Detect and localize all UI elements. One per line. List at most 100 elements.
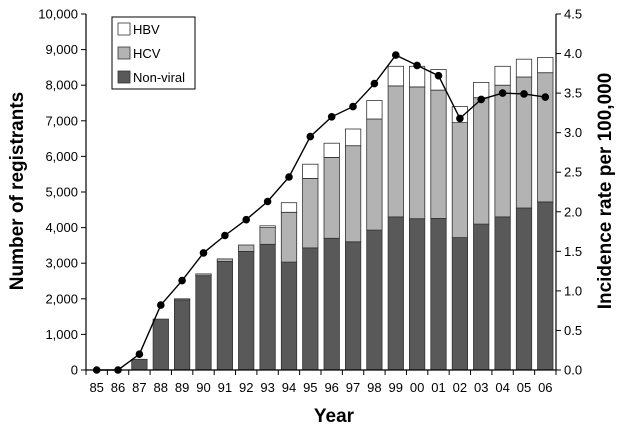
incidence-rate-point-90 bbox=[199, 249, 208, 257]
incidence-rate-point-91 bbox=[221, 231, 229, 240]
legend-label-hcv: HCV bbox=[133, 46, 161, 61]
incidence-rate-point-97 bbox=[349, 102, 357, 111]
y-axis-title: Number of registrants bbox=[7, 92, 28, 290]
incidence-rate-point-98 bbox=[370, 79, 379, 88]
x-tick-label: 02 bbox=[453, 380, 467, 395]
bar-non-viral-87 bbox=[131, 358, 148, 371]
incidence-rate-point-94 bbox=[285, 173, 293, 181]
incidence-rate-point-06 bbox=[541, 93, 550, 101]
incidence-rate-point-89 bbox=[178, 276, 186, 285]
bar-hcv-94 bbox=[280, 211, 298, 263]
bar-hcv-03 bbox=[473, 97, 490, 225]
bar-hbv-04 bbox=[494, 65, 511, 86]
y-tick-label: 9,000 bbox=[45, 42, 78, 57]
x-tick-label: 98 bbox=[367, 380, 381, 395]
x-tick-label: 90 bbox=[196, 380, 210, 395]
y-tick-label: 2,000 bbox=[45, 291, 78, 306]
bar-hbv-98 bbox=[366, 100, 383, 120]
y-tick-label: 4,000 bbox=[45, 220, 78, 235]
bar-hbv-00 bbox=[408, 65, 426, 88]
bar-hbv-96 bbox=[323, 142, 340, 158]
bar-hbv-01 bbox=[430, 69, 447, 91]
y2-tick-label: 2.0 bbox=[564, 204, 582, 219]
bar-hbv-94 bbox=[280, 202, 298, 213]
bar-non-viral-00 bbox=[408, 218, 426, 371]
bar-hbv-95 bbox=[302, 163, 319, 179]
legend-swatch-hcv bbox=[117, 46, 131, 60]
bar-non-viral-05 bbox=[515, 207, 533, 371]
y2-tick-label: 1.5 bbox=[564, 244, 582, 259]
x-tick-label: 92 bbox=[239, 380, 253, 395]
incidence-rate-line bbox=[96, 54, 546, 371]
bar-hcv-96 bbox=[323, 157, 340, 239]
incidence-rate-point-00 bbox=[413, 61, 421, 70]
x-tick-label: 95 bbox=[303, 380, 317, 395]
x-tick-label: 97 bbox=[346, 380, 360, 395]
x-tick-label: 00 bbox=[410, 380, 424, 395]
incidence-rate-point-93 bbox=[263, 197, 272, 206]
bar-non-viral-01 bbox=[430, 217, 447, 371]
y-tick-label: 8,000 bbox=[45, 78, 78, 93]
y2-tick-label: 3.5 bbox=[564, 86, 582, 101]
legend-swatch-hbv bbox=[117, 22, 131, 36]
bar-non-viral-89 bbox=[173, 299, 191, 371]
bar-hcv-04 bbox=[494, 84, 511, 218]
incidence-rate-point-02 bbox=[456, 114, 464, 123]
bar-hbv-05 bbox=[515, 58, 533, 78]
legend-label-non-viral: Non-viral bbox=[133, 70, 185, 85]
bar-hcv-92 bbox=[238, 244, 255, 252]
bar-non-viral-88 bbox=[152, 318, 169, 371]
x-tick-label: 91 bbox=[218, 380, 232, 395]
x-tick-label: 01 bbox=[431, 380, 445, 395]
y2-tick-label: 0.0 bbox=[564, 363, 582, 378]
y2-tick-label: 1.0 bbox=[564, 283, 582, 298]
bar-non-viral-93 bbox=[259, 243, 276, 371]
line-layer bbox=[92, 51, 550, 374]
bar-non-viral-02 bbox=[451, 237, 469, 371]
incidence-rate-point-96 bbox=[327, 113, 336, 121]
bar-hbv-93 bbox=[259, 225, 276, 229]
y-tick-label: 3,000 bbox=[45, 256, 78, 271]
bar-hcv-99 bbox=[387, 85, 404, 218]
bar-non-viral-91 bbox=[216, 260, 233, 371]
incidence-rate-point-95 bbox=[306, 132, 315, 141]
legend-box bbox=[111, 16, 196, 90]
bar-hbv-99 bbox=[387, 65, 404, 87]
bar-hbv-03 bbox=[473, 82, 490, 99]
bar-hcv-95 bbox=[302, 178, 319, 249]
incidence-rate-point-88 bbox=[157, 301, 165, 309]
bar-hcv-97 bbox=[344, 145, 362, 243]
y2-tick-label: 0.5 bbox=[564, 323, 582, 338]
bar-hcv-01 bbox=[430, 89, 447, 219]
incidence-rate-point-03 bbox=[477, 95, 486, 104]
bar-hcv-89 bbox=[173, 298, 191, 301]
axes-layer: 0 1,000 2,000 3,000 4,000 5,000 6,000 7,000 8,00… bbox=[38, 7, 582, 396]
y-tick-label: 5,000 bbox=[45, 185, 78, 200]
bar-hcv-06 bbox=[537, 72, 554, 203]
incidence-rate-point-05 bbox=[520, 90, 528, 98]
bar-hcv-98 bbox=[366, 118, 383, 231]
bar-hcv-90 bbox=[195, 273, 212, 277]
bar-non-viral-98 bbox=[366, 229, 383, 371]
x-tick-label: 05 bbox=[517, 380, 531, 395]
bar-hcv-91 bbox=[216, 258, 233, 262]
incidence-rate-point-01 bbox=[434, 71, 443, 80]
y-tick-label: 7,000 bbox=[45, 113, 78, 128]
x-tick-label: 88 bbox=[154, 380, 168, 395]
incidence-rate-point-99 bbox=[392, 51, 400, 59]
bar-non-viral-03 bbox=[473, 223, 490, 371]
bar-hcv-93 bbox=[259, 227, 276, 245]
bar-non-viral-04 bbox=[494, 216, 511, 371]
x-tick-label: 89 bbox=[175, 380, 189, 395]
x-tick-label: 85 bbox=[89, 380, 103, 395]
x-tick-label: 04 bbox=[495, 380, 509, 395]
legend-swatch-non-viral bbox=[117, 70, 131, 84]
x-tick-label: 94 bbox=[282, 380, 296, 395]
bar-hcv-00 bbox=[408, 86, 426, 220]
bar-hcv-02 bbox=[451, 122, 469, 238]
incidence-rate-point-87 bbox=[135, 350, 144, 359]
y-tick-label: 10,000 bbox=[38, 7, 78, 22]
y2-tick-label: 4.5 bbox=[564, 7, 582, 22]
bars-layer bbox=[131, 57, 554, 371]
bar-non-viral-92 bbox=[238, 251, 255, 371]
